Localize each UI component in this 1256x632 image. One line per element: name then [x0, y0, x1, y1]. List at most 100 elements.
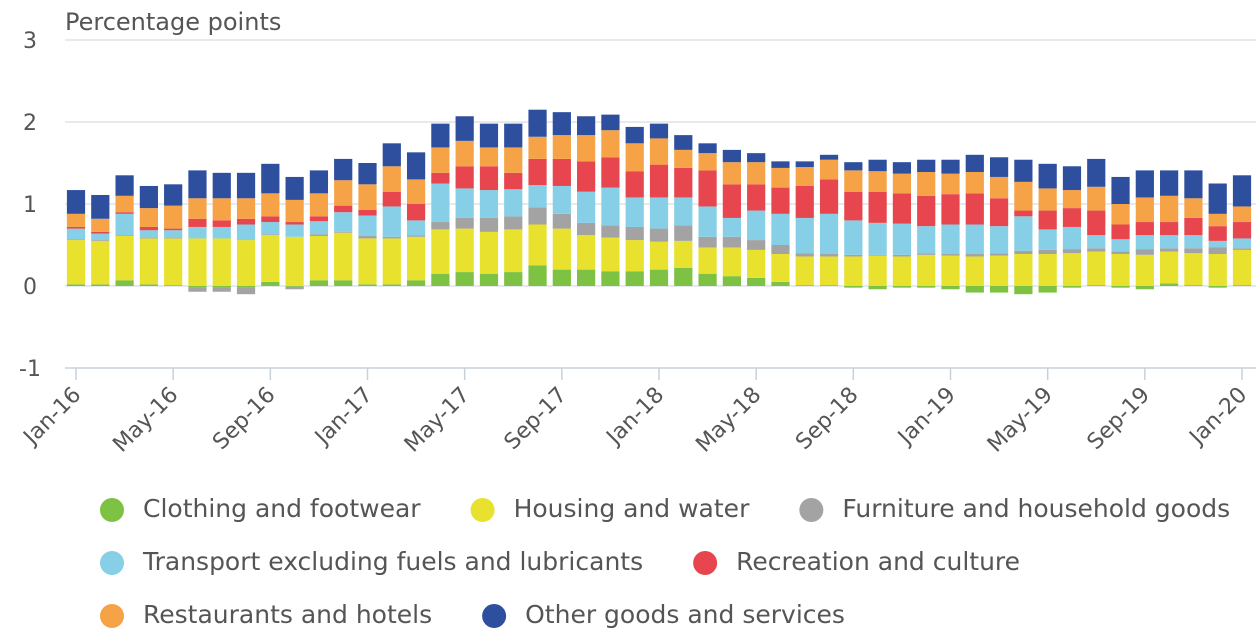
bar-segment: [236, 198, 256, 219]
bar-segment: [722, 162, 741, 185]
bar-segment: [504, 189, 523, 217]
x-tick-label: Jan-19: [892, 383, 960, 451]
bar-segment: [309, 234, 329, 236]
bar-segment: [1062, 208, 1082, 227]
bar-segment: [285, 199, 304, 223]
x-tick-label: Jan-18: [601, 383, 669, 451]
bar-segment: [649, 138, 669, 165]
bar-segment: [261, 281, 280, 286]
bar-segment: [722, 276, 741, 286]
x-tick-label: Sep-18: [791, 383, 863, 455]
bar-segment: [771, 187, 790, 214]
bar-segment: [455, 140, 474, 167]
bar-segment: [747, 162, 766, 185]
bar-segment: [285, 176, 304, 200]
bar-segment: [406, 235, 426, 237]
bar-segment: [625, 271, 644, 286]
bar-segment: [965, 224, 984, 255]
bar-segment: [795, 253, 814, 257]
bar-segment: [1087, 235, 1106, 249]
y-tick-label: 2: [23, 111, 37, 136]
bar-segment: [698, 143, 717, 154]
bar-segment: [674, 225, 693, 241]
bar-segment: [309, 221, 329, 235]
bar-segment: [1087, 251, 1106, 286]
bar-segment: [164, 285, 183, 286]
bar-segment: [285, 286, 304, 287]
y-tick-label: 0: [23, 275, 37, 300]
x-tick-label: May-17: [400, 383, 475, 458]
bar-segment: [747, 210, 766, 241]
x-tick-label: Jan-17: [309, 383, 377, 451]
bar-segment: [917, 286, 936, 288]
bar-segment: [577, 269, 596, 286]
bar-segment: [382, 206, 401, 237]
bar-segment: [406, 220, 426, 236]
bar-segment: [1184, 248, 1203, 254]
bar-segment: [504, 272, 523, 286]
bar-segment: [1208, 183, 1227, 214]
bar-segment: [698, 153, 717, 171]
bar-segment: [115, 280, 134, 286]
bar-segment: [504, 216, 523, 230]
bar-segment: [115, 213, 134, 236]
bar-segment: [1014, 286, 1033, 295]
bar-segment: [649, 228, 669, 242]
bar-segment: [965, 193, 984, 225]
x-tick-label: Jan-20: [1184, 383, 1252, 451]
bar-segment: [601, 157, 620, 188]
bar-segment: [1160, 283, 1179, 286]
legend-label: Clothing and footwear: [143, 494, 421, 523]
bar-segment: [91, 233, 110, 241]
legend-swatch: [100, 551, 124, 575]
bar-segment: [747, 277, 766, 286]
bar-segment: [649, 269, 669, 286]
bar-segment: [504, 172, 523, 190]
bar-segment: [188, 286, 207, 288]
bar-segment: [892, 173, 912, 194]
bar-segment: [552, 213, 571, 229]
legend-swatch: [799, 498, 824, 522]
bar-segment: [1087, 285, 1106, 286]
bar-segment: [819, 154, 839, 160]
bar-segment: [528, 207, 547, 225]
bar-segment: [236, 172, 256, 199]
bar-segment: [1111, 204, 1130, 225]
bar-segment: [66, 226, 86, 229]
bar-segment: [334, 231, 353, 233]
bar-segment: [795, 285, 814, 286]
bar-segment: [625, 171, 644, 198]
bar-segment: [747, 249, 766, 278]
bar-segment: [431, 229, 450, 274]
bar-segment: [479, 166, 499, 191]
bar-segment: [139, 237, 158, 239]
bar-segment: [1184, 253, 1203, 286]
bar-segment: [795, 256, 814, 286]
bar-segment: [917, 172, 936, 196]
bar-segment: [382, 191, 401, 207]
bar-segment: [722, 184, 741, 218]
bar-segment: [188, 170, 207, 199]
bar-segment: [965, 172, 984, 194]
bar-segment: [479, 123, 499, 148]
bar-segment: [941, 224, 960, 255]
bar-segment: [358, 215, 377, 236]
bar-segment: [577, 116, 596, 136]
bar-segment: [1135, 222, 1154, 236]
bar-segment: [1038, 286, 1057, 293]
bar-segment: [528, 158, 547, 186]
bar-segment: [795, 185, 814, 218]
bar-segment: [431, 172, 450, 184]
bar-segment: [698, 247, 717, 274]
bar-segment: [382, 238, 401, 285]
bar-segment: [649, 197, 669, 229]
bar-segment: [649, 241, 669, 270]
bar-segment: [1160, 248, 1179, 252]
bar-segment: [164, 230, 183, 238]
bar-segment: [1184, 170, 1203, 199]
bar-segment: [1160, 195, 1179, 223]
bar-segment: [868, 191, 887, 223]
bar-segment: [528, 136, 547, 159]
bar-segment: [722, 217, 741, 237]
